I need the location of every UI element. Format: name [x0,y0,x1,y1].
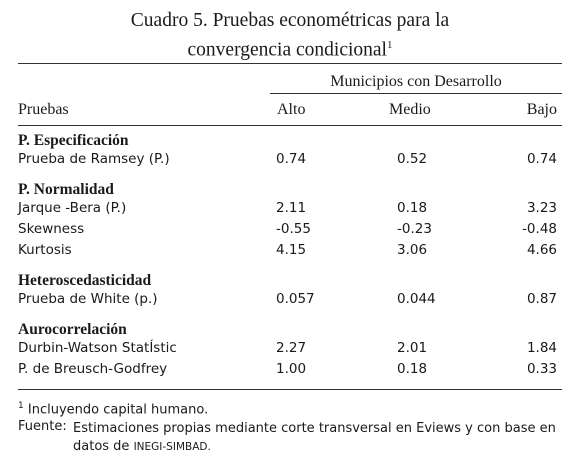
column-header: Alto [277,101,306,118]
title-text: Cuadro 5. Pruebas econométricas para la … [130,10,450,61]
row-label: P. de Breusch-Godfrey [18,361,168,377]
group-header: Municipios con Desarrollo [330,73,502,90]
cell-value: 0.18 [397,200,428,216]
section-heading: Heteroscedasticidad [18,272,152,289]
cell-value: 0.18 [397,361,428,377]
column-header: Bajo [526,101,557,118]
note-text: Incluyendo capital humano. [27,402,209,418]
row-label: Kurtosis [18,242,72,258]
source-smallcaps: INEGI-SIMBAD. [133,441,211,453]
cell-value: 0.33 [526,361,557,377]
cell-value: 0.87 [526,291,557,307]
cell-value: 3.06 [397,242,428,258]
top-rule [18,63,562,64]
cell-value: -0.48 [522,221,557,237]
row-label: Prueba de White (p.) [18,291,158,307]
cell-value: 4.66 [526,242,557,258]
note-1: 1 Incluyendo capital humano. [18,401,209,418]
source-body: Estimaciones propias mediante corte tran… [73,421,556,454]
cell-value: 0.74 [526,151,557,167]
cell-value: 2.01 [397,340,428,356]
cell-value: 0.057 [276,291,315,307]
title: Cuadro 5. Pruebas econométricas para la … [0,8,580,63]
cell-value: 2.27 [276,340,307,356]
cell-value: 4.15 [276,242,307,258]
cell-value: -0.55 [276,221,311,237]
source-text: Estimaciones propias mediante corte tran… [73,420,563,456]
row-label: Jarque -Bera (P.) [18,200,127,216]
header-rule [18,125,562,126]
note-mark: 1 [18,401,24,411]
section-heading: Aurocorrelación [18,321,127,338]
cell-value: 2.11 [276,200,307,216]
section-heading: P. Normalidad [18,181,114,198]
row-label: Prueba de Ramsey (P.) [18,151,170,167]
section-heading: P. Especificación [18,132,129,149]
cell-value: 1.84 [526,340,557,356]
row-label: Skewness [18,221,85,237]
cell-value: 0.74 [276,151,307,167]
cell-value: 1.00 [276,361,307,377]
cell-value: -0.23 [397,221,432,237]
cell-value: 3.23 [526,200,557,216]
cell-value: 0.52 [397,151,428,167]
cell-value: 0.044 [397,291,436,307]
row-label: Durbin-Watson StatÍstic [18,340,177,356]
group-rule [270,93,562,94]
column-header: Pruebas [18,101,69,118]
source-label: Fuente: [18,419,67,434]
bottom-rule [18,389,562,390]
title-sup: 1 [386,39,393,51]
column-header: Medio [389,101,431,118]
